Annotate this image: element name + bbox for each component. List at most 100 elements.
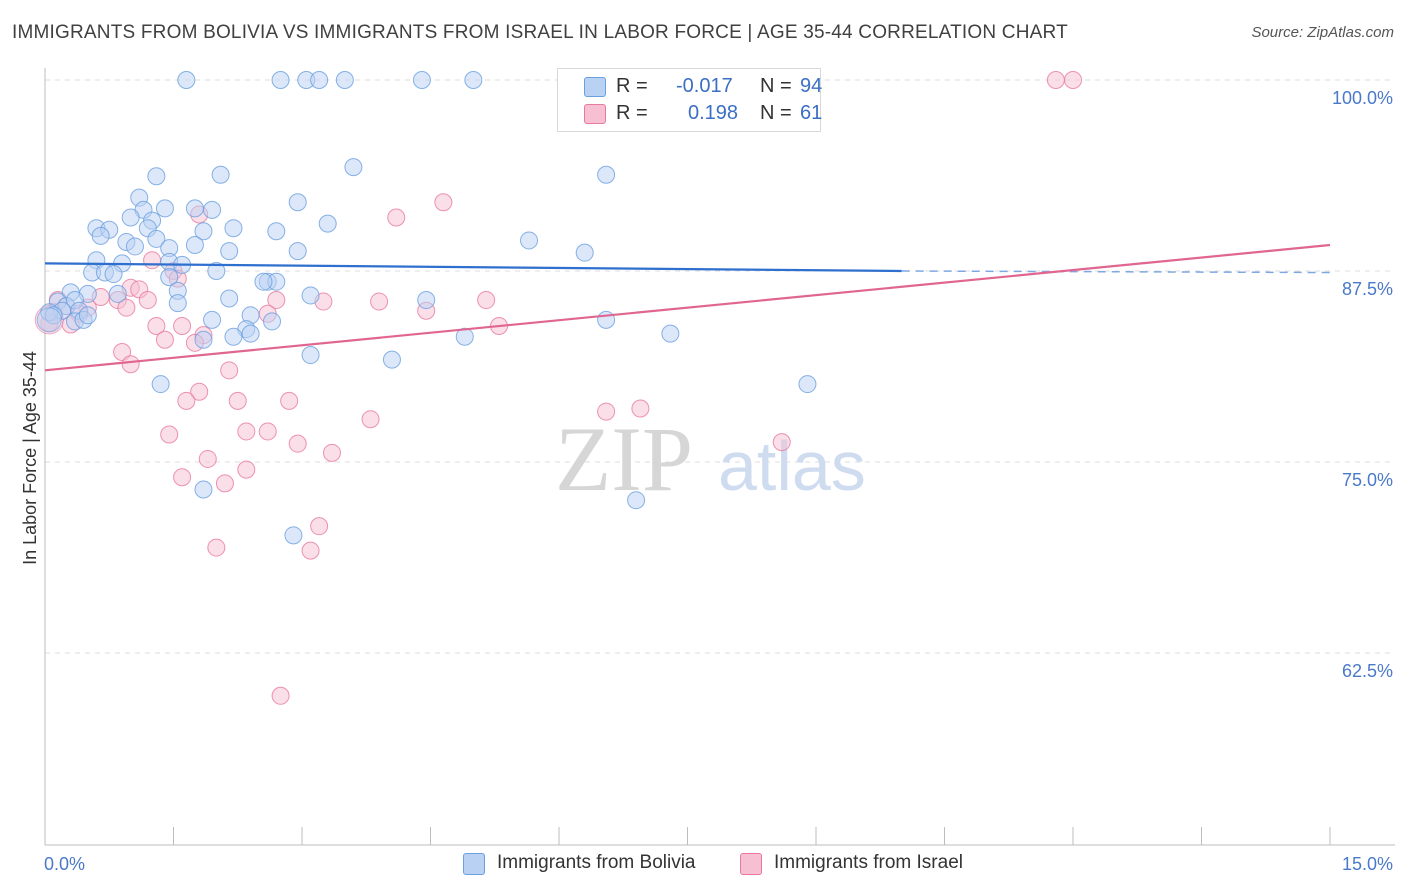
israel-point xyxy=(215,474,234,493)
bolivia-points xyxy=(36,71,817,545)
r-value: -0.017 xyxy=(676,75,733,97)
bolivia-point xyxy=(627,491,646,510)
legend-label: Immigrants from Bolivia xyxy=(497,852,696,873)
y-tick-label: 62.5% xyxy=(1342,661,1393,681)
israel-point xyxy=(1046,71,1065,89)
israel-point xyxy=(477,291,496,310)
bolivia-point xyxy=(288,242,307,261)
israel-point xyxy=(155,330,174,349)
bolivia-point xyxy=(288,193,307,212)
israel-point xyxy=(301,541,320,560)
israel-point xyxy=(258,422,277,441)
israel-point xyxy=(121,355,140,374)
israel-point xyxy=(237,460,256,479)
x-tick-label-max: 15.0% xyxy=(1342,854,1393,874)
r-value: 0.198 xyxy=(688,102,739,124)
bolivia-point xyxy=(194,222,213,241)
bolivia-point xyxy=(185,199,204,218)
bolivia-point xyxy=(455,327,474,346)
israel-point xyxy=(271,686,290,705)
bolivia-point xyxy=(224,327,243,346)
bolivia-point xyxy=(382,350,401,369)
bolivia-point xyxy=(168,294,187,313)
bolivia-point xyxy=(301,286,320,305)
n-label: N = xyxy=(760,75,792,97)
bolivia-point xyxy=(36,307,62,333)
israel-swatch xyxy=(584,104,606,124)
bolivia-point xyxy=(177,71,196,89)
israel-point xyxy=(207,538,226,557)
chart-title: IMMIGRANTS FROM BOLIVIA VS IMMIGRANTS FR… xyxy=(12,22,1068,43)
bolivia-point xyxy=(798,375,817,394)
trend-lines xyxy=(44,243,1331,372)
bolivia-point xyxy=(241,324,260,343)
y-axis-label: In Labor Force | Age 35-44 xyxy=(20,351,40,565)
bolivia-point xyxy=(661,324,680,343)
israel-point xyxy=(370,292,389,311)
bolivia-point xyxy=(151,375,170,394)
israel-point xyxy=(117,298,136,317)
israel-point xyxy=(190,382,209,401)
bolivia-point xyxy=(520,231,539,250)
bolivia-trend-extension xyxy=(901,270,1331,274)
n-label: N = xyxy=(760,102,792,124)
watermark-atlas: atlas xyxy=(718,427,866,505)
israel-point xyxy=(228,391,247,410)
bolivia-point xyxy=(147,167,166,186)
bolivia-swatch xyxy=(463,853,485,875)
bolivia-point xyxy=(155,199,174,218)
bolivia-point xyxy=(301,346,320,365)
israel-point xyxy=(173,317,192,336)
israel-point xyxy=(434,193,453,212)
bolivia-point xyxy=(91,226,110,245)
bolivia-point xyxy=(597,165,616,184)
israel-point xyxy=(310,517,329,536)
tick-labels: 100.0% 87.5% 75.0% 62.5% 0.0% 15.0% xyxy=(44,88,1393,874)
source-credit: Source: ZipAtlas.com xyxy=(1251,24,1394,41)
israel-point xyxy=(113,342,132,361)
israel-point xyxy=(143,251,162,270)
israel-point xyxy=(237,422,256,441)
y-tick-label: 100.0% xyxy=(1332,88,1393,108)
israel-point xyxy=(173,468,192,487)
bolivia-point xyxy=(121,208,140,227)
israel-point xyxy=(1064,71,1082,89)
bolivia-point xyxy=(417,291,436,310)
bolivia-point xyxy=(254,272,273,291)
bolivia-point xyxy=(344,158,363,177)
r-label: R = xyxy=(616,102,648,124)
israel-point xyxy=(280,391,299,410)
israel-swatch xyxy=(740,853,762,875)
axes xyxy=(44,68,1395,846)
n-value: 94 xyxy=(800,75,823,97)
bolivia-point xyxy=(104,265,123,284)
israel-point xyxy=(387,208,406,227)
israel-point xyxy=(198,449,217,468)
israel-point xyxy=(288,434,307,453)
bolivia-point xyxy=(412,71,431,89)
gridlines xyxy=(45,79,1395,654)
israel-point xyxy=(267,291,286,310)
israel-points xyxy=(34,71,1082,705)
israel-point xyxy=(361,410,380,429)
bolivia-point xyxy=(224,219,243,238)
bolivia-point xyxy=(263,312,282,331)
israel-point xyxy=(322,443,341,462)
correlation-legend: R = -0.017 N = 94 R = 0.198 N = 61 xyxy=(557,68,823,132)
bolivia-point xyxy=(335,71,354,89)
bolivia-point xyxy=(160,268,179,287)
r-label: R = xyxy=(616,75,648,97)
bolivia-point xyxy=(271,71,290,89)
n-value: 61 xyxy=(800,102,823,124)
bolivia-point xyxy=(194,480,213,499)
bolivia-point xyxy=(318,214,337,233)
series-legend: Immigrants from Bolivia Immigrants from … xyxy=(0,852,1406,878)
y-tick-label: 87.5% xyxy=(1342,279,1393,299)
bolivia-point xyxy=(147,229,166,248)
bolivia-point xyxy=(203,310,222,329)
israel-point xyxy=(597,402,616,421)
bolivia-point xyxy=(185,236,204,255)
bolivia-trend-line xyxy=(44,262,902,273)
bolivia-point xyxy=(207,262,226,280)
bolivia-point xyxy=(194,330,213,349)
